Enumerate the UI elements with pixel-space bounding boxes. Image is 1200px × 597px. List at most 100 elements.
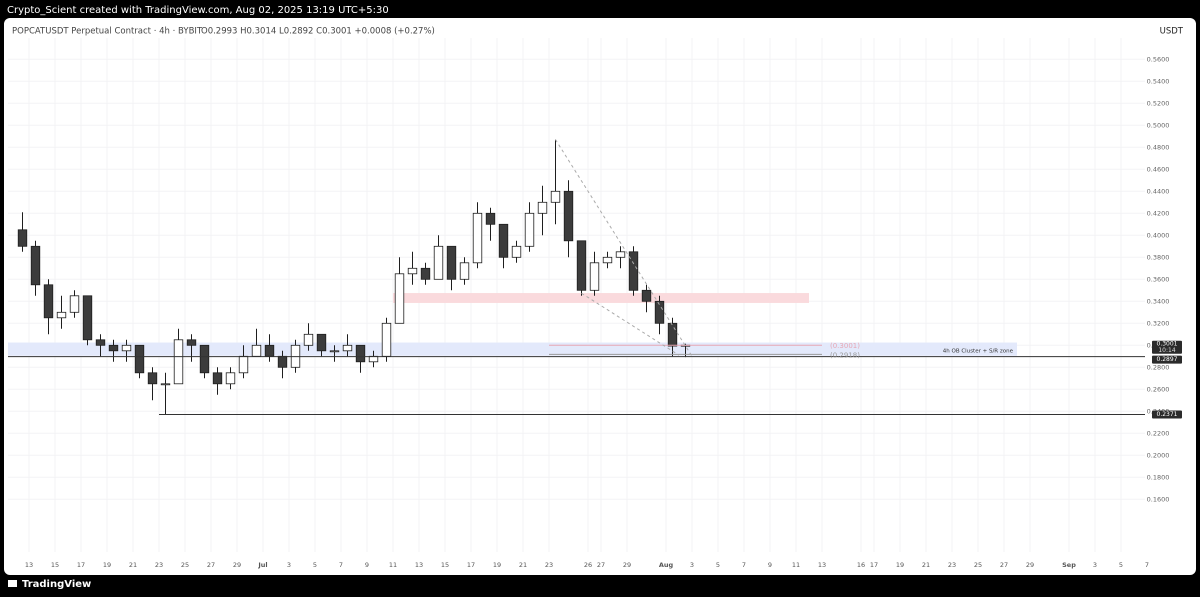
brand-logo (8, 580, 17, 587)
y-tick-label: 0.5200 (1147, 99, 1170, 107)
price-tag (1152, 355, 1182, 364)
candle-body (433, 245, 444, 280)
x-tick-label: 17 (870, 561, 878, 569)
chart-title: POPCATUSDT Perpetual Contract · 4h · BYB… (12, 27, 203, 37)
brand: TradingView (8, 579, 91, 590)
ohlc-legend: O0.2993 H0.3014 L0.2892 C0.3001 +0.0008 … (201, 27, 435, 37)
plot: 4h OB Cluster + S/R zone (0.3001)(0.2918) (8, 38, 1145, 552)
candle-body (602, 256, 613, 264)
y-tick-label: 0.4000 (1147, 231, 1170, 239)
currency: USDT (1160, 27, 1184, 37)
candle-body (628, 251, 639, 291)
x-tick-label: 25 (181, 561, 189, 569)
x-tick-label: 3 (690, 561, 694, 569)
candle-body (264, 344, 275, 357)
y-tick-label: 0.5600 (1147, 55, 1170, 63)
x-tick-label: 23 (948, 561, 956, 569)
x-tick-label: 15 (441, 561, 449, 569)
candle-body (121, 344, 132, 352)
y-tick-label: 0.2600 (1147, 385, 1170, 393)
zone (8, 342, 1017, 356)
x-tick-label: 29 (233, 561, 241, 569)
candle-body (589, 262, 600, 291)
x-tick-label: 19 (896, 561, 904, 569)
candle-body (316, 333, 327, 352)
candle-body (69, 295, 80, 313)
x-tick-label: 27 (597, 561, 605, 569)
x-tick-label: 5 (1119, 561, 1123, 569)
y-tick-label: 0.4200 (1147, 209, 1170, 217)
candle-body (537, 201, 548, 214)
x-tick-label: 21 (922, 561, 930, 569)
candle-body (524, 212, 535, 247)
x-tick-label: 27 (207, 561, 215, 569)
candle-body (667, 322, 678, 347)
candle-body (56, 311, 67, 319)
trend-line (581, 292, 680, 356)
candle-body (355, 344, 366, 363)
x-tick-label: 21 (129, 561, 137, 569)
y-tick-label: 0.2200 (1147, 429, 1170, 437)
y-tick-label: 0.2800 (1147, 363, 1170, 371)
x-tick-label: 7 (339, 561, 343, 569)
x-tick-label: 11 (389, 561, 397, 569)
candle-body (446, 245, 457, 280)
brand-name: TradingView (22, 579, 91, 590)
x-tick-label: 13 (415, 561, 423, 569)
y-tick-label: 0.4800 (1147, 143, 1170, 151)
x-tick-label: Sep (1062, 561, 1076, 569)
y-tick-label: 0.5400 (1147, 77, 1170, 85)
candle-body (17, 229, 28, 247)
level-label: (0.2918) (830, 351, 860, 359)
candle-body (238, 355, 249, 374)
x-tick-label: 19 (103, 561, 111, 569)
price-tag (1152, 340, 1182, 354)
candle-body (173, 339, 184, 385)
candle-body (459, 262, 470, 280)
x-tick-label: Aug (659, 561, 674, 569)
x-tick-label: 16 (857, 561, 865, 569)
x-tick-label: 5 (313, 561, 317, 569)
line-price: 0.2897 (1157, 356, 1178, 363)
x-tick-label: 29 (1026, 561, 1034, 569)
x-tick-label: 15 (51, 561, 59, 569)
candle-body (511, 245, 522, 258)
candle-body (212, 372, 223, 385)
candle-body (303, 333, 314, 346)
x-tick-label: 23 (545, 561, 553, 569)
candle-body (251, 344, 262, 357)
line-price: 0.2371 (1157, 411, 1178, 418)
x-tick-label: 11 (792, 561, 800, 569)
candle-body (472, 212, 483, 264)
last-price: 0.3001 (1157, 341, 1178, 348)
candle-body (95, 339, 106, 346)
x-tick-label: 26 (584, 561, 592, 569)
candle-body (147, 372, 158, 385)
candle-body (186, 339, 197, 346)
x-tick-label: 17 (77, 561, 85, 569)
candle-body (654, 300, 665, 324)
x-tick-label: 9 (768, 561, 772, 569)
y-tick-label: 0.1800 (1147, 473, 1170, 481)
credit: Crypto_Scient created with TradingView.c… (7, 5, 389, 16)
y-tick-label: 0.3400 (1147, 297, 1170, 305)
candle-body (550, 190, 561, 203)
y-tick-label: 0.5000 (1147, 121, 1170, 129)
x-tick-label: 3 (287, 561, 291, 569)
x-tick-label: 13 (25, 561, 33, 569)
candle-body (30, 245, 41, 286)
zone-label: 4h OB Cluster + S/R zone (943, 349, 1014, 355)
candle-body (134, 344, 145, 374)
candle-body (199, 344, 210, 374)
y-tick-label: 0.4400 (1147, 187, 1170, 195)
candle-body (342, 344, 353, 352)
y-tick-label: 0.2000 (1147, 451, 1170, 459)
level-label: (0.3001) (830, 342, 860, 350)
y-tick-label: 0.1600 (1147, 495, 1170, 503)
countdown: 10:14 (1158, 347, 1175, 354)
x-tick-label: 3 (1093, 561, 1097, 569)
x-tick-label: 17 (467, 561, 475, 569)
axes: 0.16000.18000.20000.22000.24000.26000.28… (25, 55, 1182, 569)
candle-body (108, 344, 119, 352)
